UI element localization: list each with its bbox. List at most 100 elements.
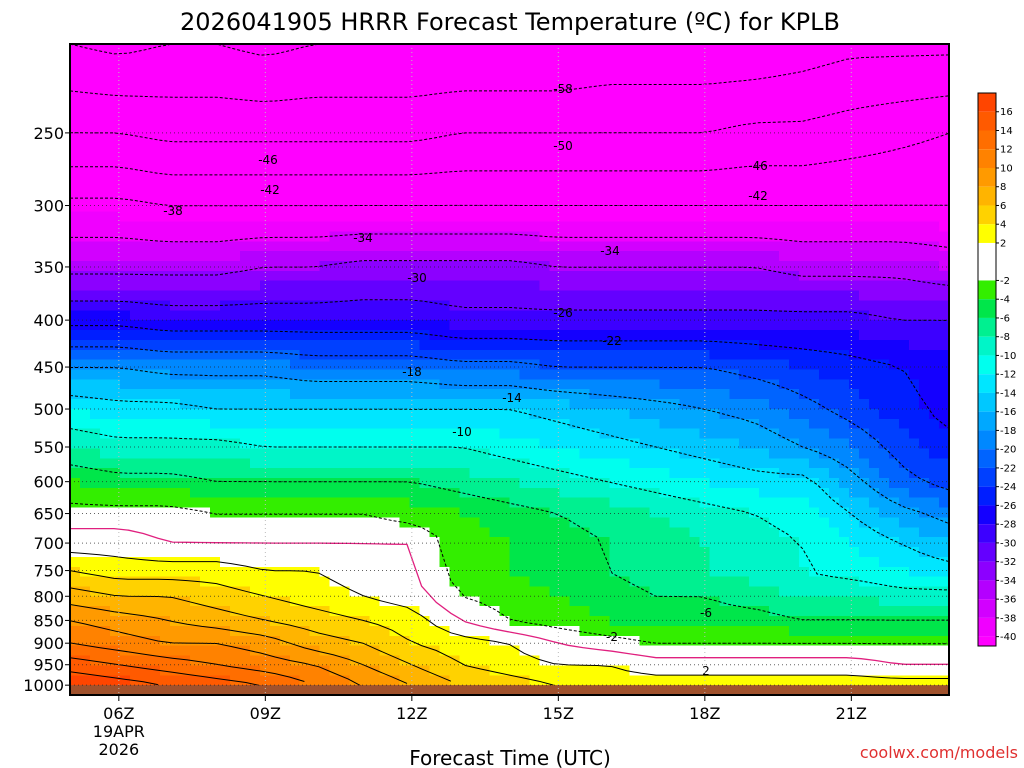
temperature-cell	[629, 547, 640, 558]
temperature-cell	[249, 339, 261, 351]
temperature-cell	[249, 399, 261, 410]
temperature-cell	[709, 113, 720, 124]
temperature-cell	[889, 438, 900, 450]
temperature-cell	[729, 448, 740, 459]
temperature-cell	[569, 369, 581, 380]
temperature-cell	[879, 468, 890, 479]
temperature-cell	[479, 487, 491, 499]
temperature-cell	[809, 201, 820, 213]
temperature-cell	[859, 162, 870, 173]
temperature-cell	[479, 261, 491, 272]
temperature-cell	[319, 517, 331, 528]
temperature-cell	[919, 270, 930, 282]
temperature-cell	[349, 438, 361, 450]
temperature-cell	[479, 93, 491, 104]
temperature-cell	[869, 330, 880, 341]
temperature-cell	[199, 290, 211, 302]
temperature-cell	[79, 527, 91, 538]
temperature-cell	[679, 458, 690, 469]
temperature-cell	[929, 369, 940, 380]
temperature-cell	[609, 547, 620, 558]
temperature-cell	[739, 261, 750, 272]
temperature-cell	[349, 211, 361, 223]
temperature-cell	[219, 320, 231, 331]
temperature-cell	[689, 458, 700, 469]
temperature-cell	[179, 152, 191, 163]
temperature-cell	[309, 438, 321, 450]
temperature-cell	[539, 497, 551, 509]
temperature-cell	[829, 359, 840, 371]
temperature-cell	[339, 507, 351, 519]
temperature-cell	[899, 83, 910, 94]
temperature-cell	[929, 182, 940, 193]
temperature-cell	[689, 113, 700, 124]
temperature-cell	[879, 566, 890, 578]
temperature-cell	[609, 428, 620, 440]
temperature-cell	[149, 497, 161, 509]
temperature-cell	[909, 241, 920, 252]
temperature-cell	[439, 448, 451, 459]
temperature-cell	[929, 83, 940, 94]
temperature-cell	[229, 428, 241, 440]
temperature-cell	[229, 448, 241, 459]
temperature-cell	[479, 349, 491, 361]
temperature-cell	[549, 399, 561, 410]
temperature-cell	[629, 389, 640, 400]
temperature-cell	[569, 320, 581, 331]
temperature-cell	[419, 162, 431, 173]
temperature-cell	[569, 182, 581, 193]
temperature-cell	[189, 191, 201, 203]
temperature-cell	[599, 113, 610, 124]
temperature-cell	[559, 44, 571, 55]
temperature-cell	[99, 487, 111, 499]
temperature-cell	[219, 191, 231, 203]
temperature-cell	[659, 478, 670, 489]
temperature-cell	[99, 44, 111, 55]
temperature-cell	[839, 162, 850, 173]
temperature-cell	[789, 211, 800, 223]
temperature-cell	[909, 53, 920, 65]
temperature-cell	[839, 418, 850, 430]
temperature-cell	[269, 468, 281, 479]
temperature-cell	[749, 191, 760, 203]
temperature-cell	[109, 290, 121, 302]
temperature-cell	[869, 53, 880, 65]
temperature-cell	[719, 359, 730, 371]
temperature-cell	[119, 369, 131, 380]
temperature-cell	[389, 507, 401, 519]
temperature-cell	[869, 300, 880, 311]
temperature-cell	[289, 586, 301, 597]
temperature-cell	[529, 576, 541, 588]
temperature-cell	[159, 478, 171, 489]
temperature-cell	[409, 497, 421, 509]
temperature-cell	[929, 537, 940, 548]
temperature-cell	[819, 468, 830, 479]
temperature-cell	[359, 142, 371, 154]
temperature-cell	[659, 162, 670, 173]
temperature-cell	[119, 339, 131, 351]
temperature-cell	[389, 152, 401, 163]
temperature-cell	[409, 280, 421, 292]
temperature-cell	[839, 478, 850, 489]
temperature-cell	[209, 428, 221, 440]
temperature-cell	[189, 73, 201, 85]
temperature-cell	[70, 251, 81, 262]
temperature-cell	[859, 487, 870, 499]
temperature-cell	[209, 468, 221, 479]
temperature-cell	[699, 428, 710, 440]
temperature-cell	[419, 438, 431, 450]
temperature-cell	[659, 241, 670, 252]
temperature-cell	[579, 211, 591, 223]
temperature-cell	[419, 576, 431, 588]
temperature-cell	[229, 458, 241, 469]
temperature-cell	[569, 300, 581, 311]
temperature-cell	[89, 191, 101, 203]
temperature-cell	[129, 201, 141, 213]
temperature-cell	[70, 418, 81, 430]
temperature-cell	[449, 113, 461, 124]
temperature-cell	[70, 349, 81, 361]
temperature-cell	[819, 172, 830, 183]
temperature-cell	[879, 53, 890, 65]
temperature-cell	[169, 44, 181, 55]
temperature-cell	[209, 556, 221, 568]
